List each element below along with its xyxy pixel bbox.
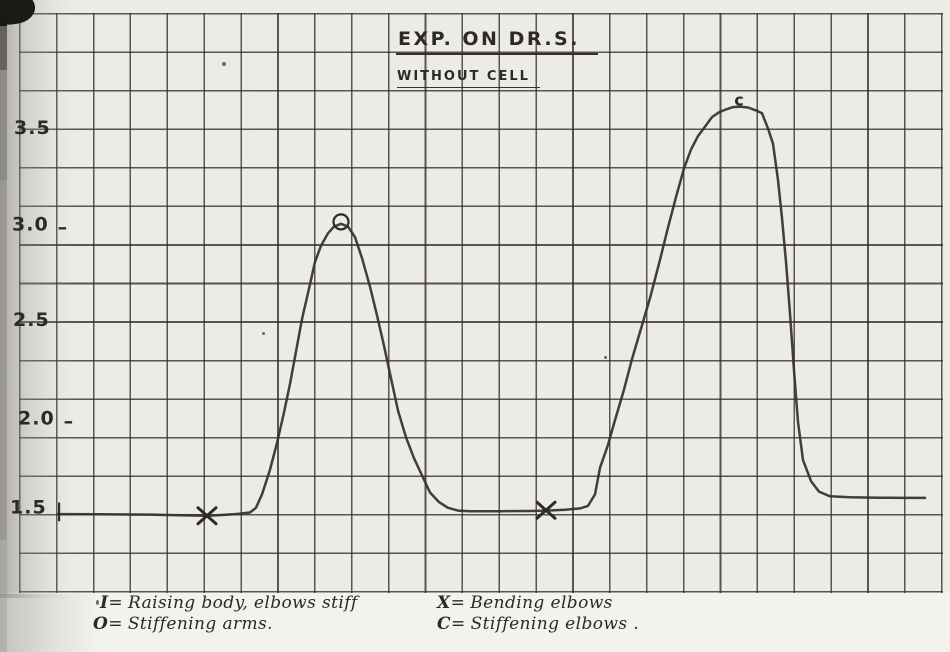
ink-speck	[96, 600, 99, 605]
legend-item-stiffening-arms: O= Stiffening arms.	[93, 614, 273, 634]
marker-x-icon	[196, 506, 218, 526]
y-tick-3-5: 3.5	[14, 117, 51, 139]
chart-subtitle: WITHOUT CELL	[397, 69, 540, 88]
y-tick-3-0: 3.0–	[12, 213, 69, 239]
marker-o-icon	[332, 213, 350, 231]
trace-markers: c	[196, 91, 744, 526]
legend-item-raising-body: I= Raising body, elbows stiff	[100, 593, 358, 613]
y-tick-2-0: 2.0–	[18, 407, 75, 433]
ink-speck	[262, 332, 265, 335]
legend-left-column: I= Raising body, elbows stiff O= Stiffenin…	[93, 593, 358, 635]
y-tick-2-5: 2.5	[13, 309, 50, 331]
scan-bottom-left-shadow	[0, 594, 100, 652]
legend-item-stiffening-elbows: C= Stiffening elbows .	[437, 614, 640, 634]
legend-item-bending-elbows: X= Bending elbows	[437, 593, 613, 613]
scan-left-shadow	[0, 0, 74, 598]
recorded-trace-path	[56, 105, 927, 518]
y-tick-1-5: 1.5 |	[10, 496, 64, 522]
page-bottom-margin	[0, 592, 950, 652]
ink-speck	[222, 62, 226, 66]
marker-c-label: c	[734, 91, 743, 110]
chart-title: EXP. ON DR.S.	[396, 28, 598, 55]
legend-right-column: X= Bending elbows C= Stiffening elbows .	[437, 593, 639, 635]
marker-x-icon	[535, 500, 557, 520]
page-edge-artifact	[0, 0, 7, 652]
ink-speck	[604, 356, 607, 359]
